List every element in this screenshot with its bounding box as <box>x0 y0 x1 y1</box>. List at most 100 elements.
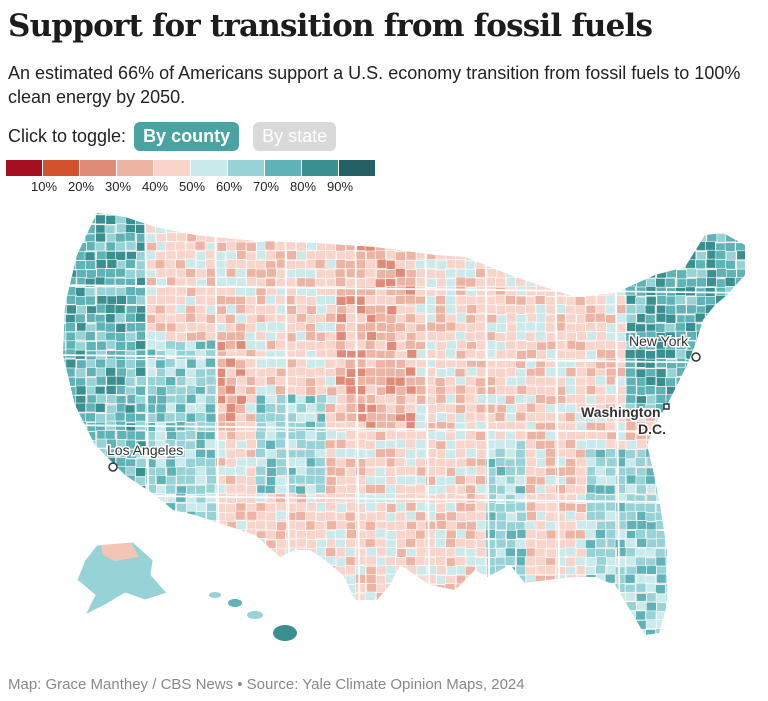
county-cell <box>455 537 466 548</box>
county-cell <box>95 393 107 404</box>
county-cell <box>394 520 406 531</box>
county-cell <box>186 358 198 369</box>
county-cell <box>495 376 506 387</box>
county-cell <box>575 538 587 549</box>
county-cell <box>565 448 576 459</box>
county-cell <box>215 215 227 226</box>
county-cell <box>76 511 87 522</box>
county-cell <box>96 268 108 278</box>
county-cell <box>186 592 197 602</box>
county-cell <box>514 241 526 252</box>
county-cell <box>374 395 386 405</box>
county-cell <box>396 627 408 635</box>
county-cell <box>615 260 626 270</box>
county-cell <box>485 511 497 522</box>
us-county-map[interactable]: New York Washington D.C. Los Angeles <box>55 205 755 655</box>
county-cell <box>515 565 527 576</box>
county-cell <box>666 241 678 252</box>
county-cell <box>675 223 687 234</box>
county-cell <box>215 267 226 278</box>
county-cell <box>63 521 67 531</box>
county-cell <box>425 592 437 602</box>
county-cell <box>646 638 656 647</box>
county-cell <box>216 601 227 612</box>
county-cell <box>235 313 247 324</box>
county-cell <box>725 413 736 424</box>
county-cell <box>345 215 357 226</box>
county-cell <box>175 529 186 540</box>
county-cell <box>314 259 326 269</box>
county-cell <box>515 457 527 468</box>
county-cell <box>345 458 356 468</box>
county-cell <box>525 475 537 486</box>
county-cell <box>465 224 477 235</box>
county-cell <box>245 421 256 431</box>
county-cell <box>315 402 327 413</box>
county-cell <box>595 457 606 468</box>
county-cell <box>555 619 566 630</box>
county-cell <box>686 637 696 646</box>
county-cell <box>436 260 448 270</box>
city-washington[interactable]: Washington D.C. <box>580 403 670 439</box>
county-cell <box>605 240 617 251</box>
county-cell <box>746 485 755 494</box>
county-cell <box>516 548 528 558</box>
by-county-button[interactable]: By county <box>134 121 240 151</box>
county-cell <box>63 538 66 548</box>
county-cell <box>65 358 77 369</box>
county-cell <box>704 537 716 548</box>
county-cell <box>235 233 247 243</box>
county-cell <box>676 566 687 577</box>
county-cell <box>655 213 667 215</box>
county-cell <box>276 485 287 495</box>
by-state-button[interactable]: By state <box>253 121 337 151</box>
county-cell <box>255 502 267 513</box>
county-cell <box>446 440 458 450</box>
county-cell <box>665 305 677 315</box>
county-cell <box>63 386 67 396</box>
county-cell <box>265 213 276 217</box>
county-cell <box>196 231 207 242</box>
county-cell <box>275 214 287 225</box>
county-cell <box>456 295 468 306</box>
county-cell <box>696 422 707 433</box>
county-cell <box>266 458 277 468</box>
county-cell <box>435 556 446 566</box>
state-border-line <box>63 284 745 294</box>
county-cell <box>86 457 97 467</box>
county-cell <box>555 403 566 413</box>
county-cell <box>715 646 725 655</box>
county-cell <box>95 502 106 513</box>
county-cell <box>485 502 496 512</box>
county-cell <box>404 241 416 251</box>
county-cell <box>63 628 67 635</box>
county-cell <box>365 286 376 296</box>
county-cell <box>185 312 196 323</box>
county-cell <box>386 530 398 541</box>
county-cell <box>746 242 755 251</box>
county-cell <box>456 458 467 468</box>
county-cell <box>305 268 316 279</box>
county-cell <box>525 321 536 332</box>
city-los-angeles[interactable]: Los Angeles <box>106 441 185 472</box>
county-cell <box>186 620 197 631</box>
city-new-york[interactable]: New York <box>628 332 701 362</box>
county-cell <box>385 547 397 557</box>
county-cell <box>475 583 486 594</box>
county-cell <box>706 466 717 476</box>
county-cell <box>615 223 626 233</box>
county-cell <box>454 556 466 566</box>
county-cell <box>655 593 667 604</box>
county-cell <box>706 457 717 468</box>
county-cell <box>86 367 97 377</box>
county-cell <box>495 258 506 269</box>
county-cell <box>155 251 166 261</box>
county-cell <box>326 421 337 432</box>
county-cell <box>315 546 327 557</box>
county-cell <box>406 521 417 531</box>
county-cell <box>257 646 267 655</box>
county-cell <box>545 314 557 325</box>
county-cell <box>206 475 217 485</box>
county-cell <box>574 350 586 360</box>
county-cell <box>466 366 478 377</box>
